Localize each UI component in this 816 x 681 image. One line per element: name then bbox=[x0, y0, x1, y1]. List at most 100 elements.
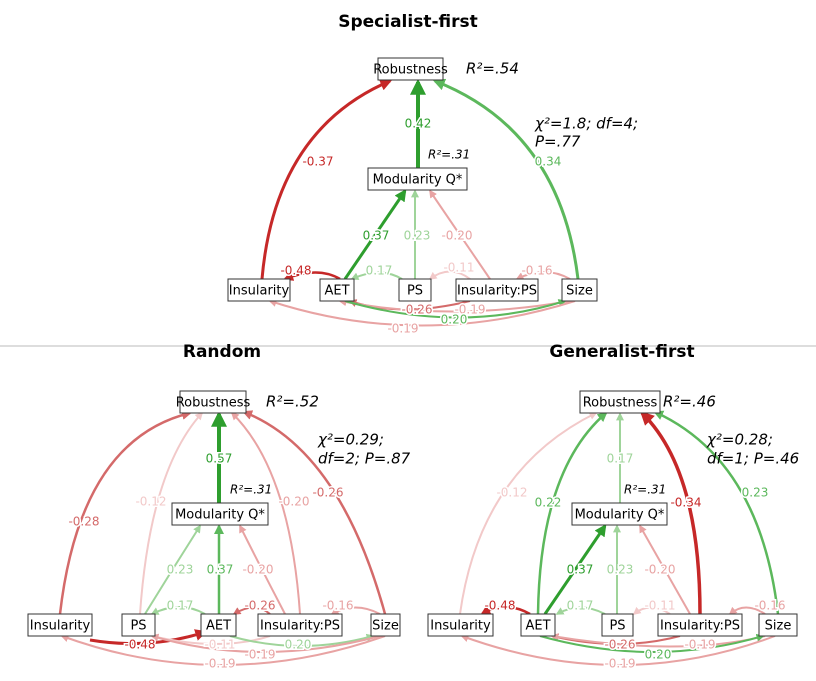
node-box bbox=[455, 278, 539, 302]
node-box bbox=[758, 613, 798, 637]
path-arrow bbox=[232, 606, 271, 615]
path-arrow bbox=[515, 271, 571, 280]
panel-title: Generalist-first bbox=[549, 342, 694, 362]
node-box bbox=[579, 390, 661, 414]
path-coefficient: -0.16 bbox=[521, 264, 552, 278]
path-arrow bbox=[330, 606, 381, 615]
path-coefficient: 0.57 bbox=[206, 452, 233, 466]
node-label: AET bbox=[324, 284, 349, 299]
path-arrow bbox=[653, 410, 780, 615]
path-coefficient: -0.16 bbox=[322, 599, 353, 613]
path-arrow bbox=[150, 606, 206, 615]
path-coefficient: -0.12 bbox=[496, 486, 527, 500]
node-box bbox=[27, 613, 93, 637]
node-label: Modularity Q* bbox=[175, 508, 265, 523]
node-label: Insularity:PS bbox=[660, 619, 740, 634]
node-label: Insularity bbox=[30, 619, 91, 634]
path-arrow bbox=[338, 298, 571, 313]
path-coefficient: -0.37 bbox=[302, 155, 333, 169]
path-coefficient: -0.16 bbox=[754, 599, 785, 613]
path-coefficient: -0.26 bbox=[604, 638, 635, 652]
path-coefficient: -0.11 bbox=[204, 638, 235, 652]
node-box bbox=[367, 167, 468, 191]
node-box bbox=[200, 613, 237, 637]
path-coefficient: 0.22 bbox=[535, 496, 562, 510]
node-label: Robustness bbox=[373, 63, 448, 78]
path-arrow bbox=[480, 605, 531, 616]
path-arrow bbox=[429, 189, 491, 280]
path-arrow bbox=[639, 524, 691, 615]
node-box bbox=[561, 278, 598, 302]
panel: Generalist-first -0.12 0.22 0.17 -0.34 0.23 0.… bbox=[427, 342, 799, 672]
path-arrow bbox=[60, 634, 386, 666]
path-arrow bbox=[344, 299, 567, 319]
node-label: PS bbox=[130, 619, 146, 634]
node-box bbox=[571, 502, 668, 526]
r-squared: R²=.46 bbox=[663, 393, 716, 411]
path-arrow bbox=[428, 270, 471, 280]
path-arrow bbox=[543, 524, 607, 615]
path-coefficient: 0.37 bbox=[567, 563, 594, 577]
node-label: Insularity:PS bbox=[457, 284, 537, 299]
path-arrow bbox=[555, 606, 606, 615]
path-coefficient: -0.19 bbox=[684, 638, 715, 652]
path-coefficient: -0.26 bbox=[244, 599, 275, 613]
node-box bbox=[601, 613, 634, 637]
path-coefficient: 0.17 bbox=[567, 599, 594, 613]
panel: Specialist-first -0.37 0.42 0.34 0.37 0.23 -0.… bbox=[227, 12, 638, 337]
node-box bbox=[657, 613, 743, 637]
node-label: Modularity Q* bbox=[575, 508, 665, 523]
path-arrow bbox=[539, 633, 765, 653]
path-coefficient: -0.11 bbox=[644, 599, 675, 613]
node-box bbox=[377, 57, 444, 81]
path-coefficient: -0.20 bbox=[441, 229, 472, 243]
path-coefficient: -0.19 bbox=[387, 322, 418, 336]
path-coefficient: 0.23 bbox=[404, 229, 431, 243]
node-label: PS bbox=[609, 619, 625, 634]
r-squared-modularity: R²=.31 bbox=[624, 483, 666, 497]
node-box bbox=[171, 502, 269, 526]
path-arrow bbox=[459, 412, 598, 615]
path-coefficient: -0.26 bbox=[401, 303, 432, 317]
path-coefficient: 0.23 bbox=[167, 563, 194, 577]
path-arrow bbox=[350, 271, 403, 280]
model-fit: P=.77 bbox=[535, 133, 581, 151]
r-squared: R²=.54 bbox=[466, 60, 519, 78]
path-coefficient: 0.37 bbox=[207, 563, 234, 577]
node-box bbox=[520, 613, 556, 637]
node-label: Size bbox=[372, 619, 399, 634]
r-squared-modularity: R²=.31 bbox=[428, 148, 470, 162]
path-coefficient: -0.34 bbox=[670, 496, 701, 510]
path-arrow bbox=[242, 410, 387, 615]
path-coefficient: -0.20 bbox=[278, 495, 309, 509]
node-box bbox=[319, 278, 355, 302]
path-arrow bbox=[268, 299, 576, 327]
path-arrow bbox=[536, 411, 608, 615]
path-arrow bbox=[460, 634, 776, 666]
path-coefficient: -0.48 bbox=[124, 638, 155, 652]
node-box bbox=[121, 613, 156, 637]
path-arrow bbox=[343, 189, 407, 280]
node-label: Robustness bbox=[583, 396, 658, 411]
path-arrow bbox=[144, 524, 201, 615]
path-coefficient: -0.48 bbox=[280, 264, 311, 278]
node-box bbox=[398, 278, 432, 302]
path-coefficient: -0.19 bbox=[244, 648, 275, 662]
path-arrow bbox=[728, 606, 766, 616]
path-arrow bbox=[432, 78, 580, 280]
path-arrow bbox=[150, 633, 381, 653]
node-label: Size bbox=[765, 619, 792, 634]
path-coefficient: -0.12 bbox=[135, 495, 166, 509]
model-fit: χ²=0.28; bbox=[706, 431, 773, 449]
path-coefficient: -0.19 bbox=[454, 303, 485, 317]
node-label: AET bbox=[525, 619, 550, 634]
path-coefficient: -0.26 bbox=[312, 486, 343, 500]
model-fit: χ²=1.8; df=4; bbox=[534, 115, 638, 133]
node-label: Robustness bbox=[176, 396, 251, 411]
path-arrow bbox=[230, 411, 301, 615]
path-coefficient: -0.48 bbox=[484, 599, 515, 613]
node-box bbox=[227, 278, 291, 302]
path-coefficient: -0.20 bbox=[242, 563, 273, 577]
node-box bbox=[179, 390, 247, 414]
path-coefficient: 0.20 bbox=[441, 313, 468, 327]
